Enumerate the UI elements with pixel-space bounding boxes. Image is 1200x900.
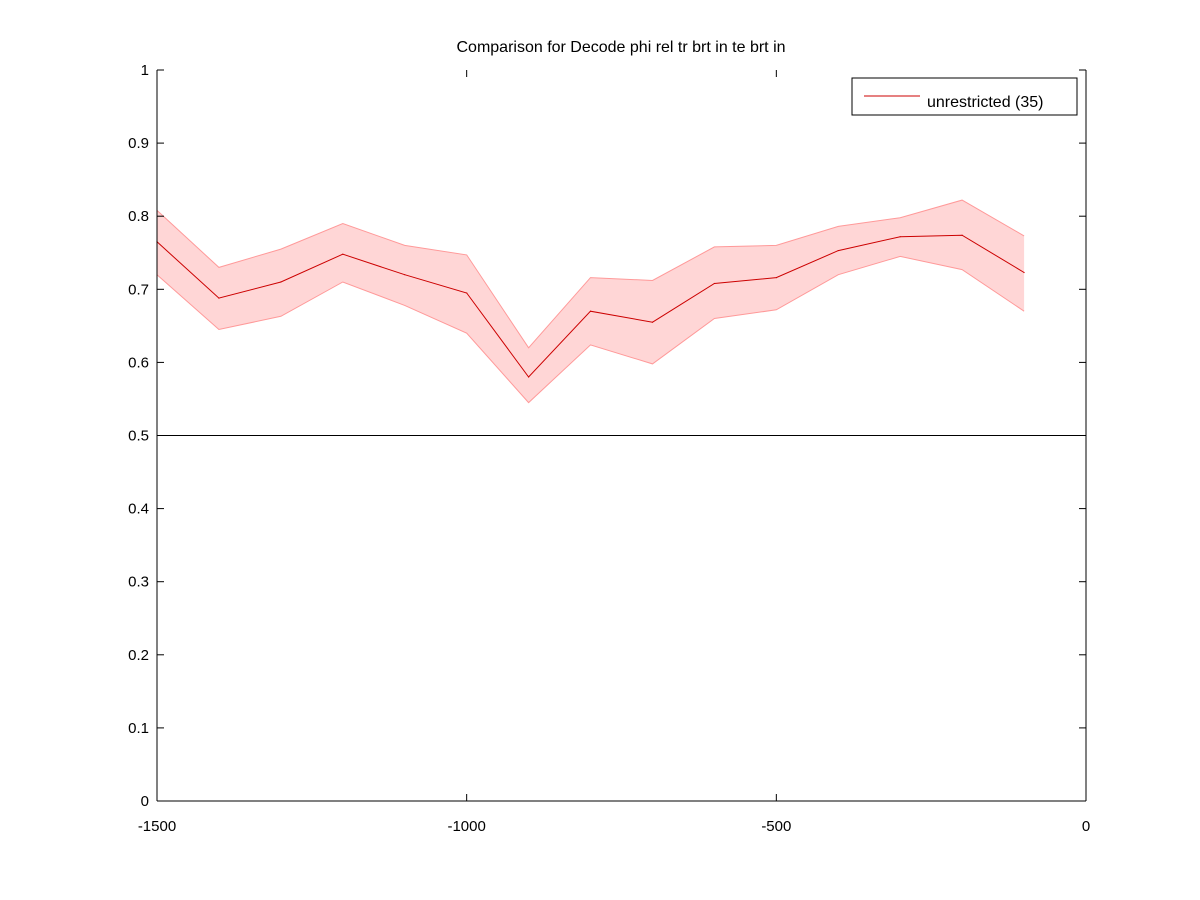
legend: unrestricted (35) <box>851 77 1078 116</box>
data-point-0-1 <box>218 297 220 299</box>
data-point-0-14 <box>1023 271 1025 274</box>
y-tick-label: 0.1 <box>128 720 149 737</box>
data-point-0-2 <box>280 281 282 283</box>
axes: 0 0.1 0.2 0.3 0.4 0.5 0.6 0.7 0.8 0.9 1 -1500 -1000 -… <box>128 62 1090 835</box>
legend-label-unrestricted: unrestricted (35) <box>927 94 1044 111</box>
y-tick-label: 0.4 <box>128 501 149 518</box>
band-lower-edge-0 <box>156 255 1025 404</box>
y-tick-label: 0.9 <box>128 135 149 152</box>
confidence-band-0 <box>157 200 1025 403</box>
y-tick-label: 0.2 <box>128 647 149 664</box>
data-point-0-10 <box>775 277 777 279</box>
data-point-0-4 <box>404 274 406 276</box>
data-point-0-5 <box>466 292 468 294</box>
y-tick-label: 0.3 <box>128 574 149 591</box>
y-tick-label: 0.6 <box>128 354 149 371</box>
data-point-0-7 <box>589 310 592 312</box>
chart-title: Comparison for Decode phi rel tr brt in … <box>456 39 785 56</box>
data-point-0-8 <box>651 321 654 323</box>
y-tick-label: 0 <box>141 793 149 810</box>
y-tick-label: 1 <box>141 62 149 79</box>
data-point-0-11 <box>837 249 839 252</box>
data-point-0-3 <box>342 253 344 255</box>
x-tick-label: -500 <box>761 818 791 835</box>
y-tick-label: 0.7 <box>128 281 149 298</box>
data-point-0-9 <box>713 282 716 285</box>
data-point-0-12 <box>899 236 901 238</box>
data-point-0-13 <box>961 234 963 236</box>
plot-area <box>156 199 1086 436</box>
x-tick-label: -1500 <box>138 818 176 835</box>
y-tick-label: 0.5 <box>128 428 149 445</box>
x-tick-label: 0 <box>1082 818 1090 835</box>
band-upper-edge-0 <box>156 199 1025 349</box>
x-tick-label: -1000 <box>447 818 485 835</box>
y-tick-label: 0.8 <box>128 208 149 225</box>
data-point-0-6 <box>528 376 530 378</box>
